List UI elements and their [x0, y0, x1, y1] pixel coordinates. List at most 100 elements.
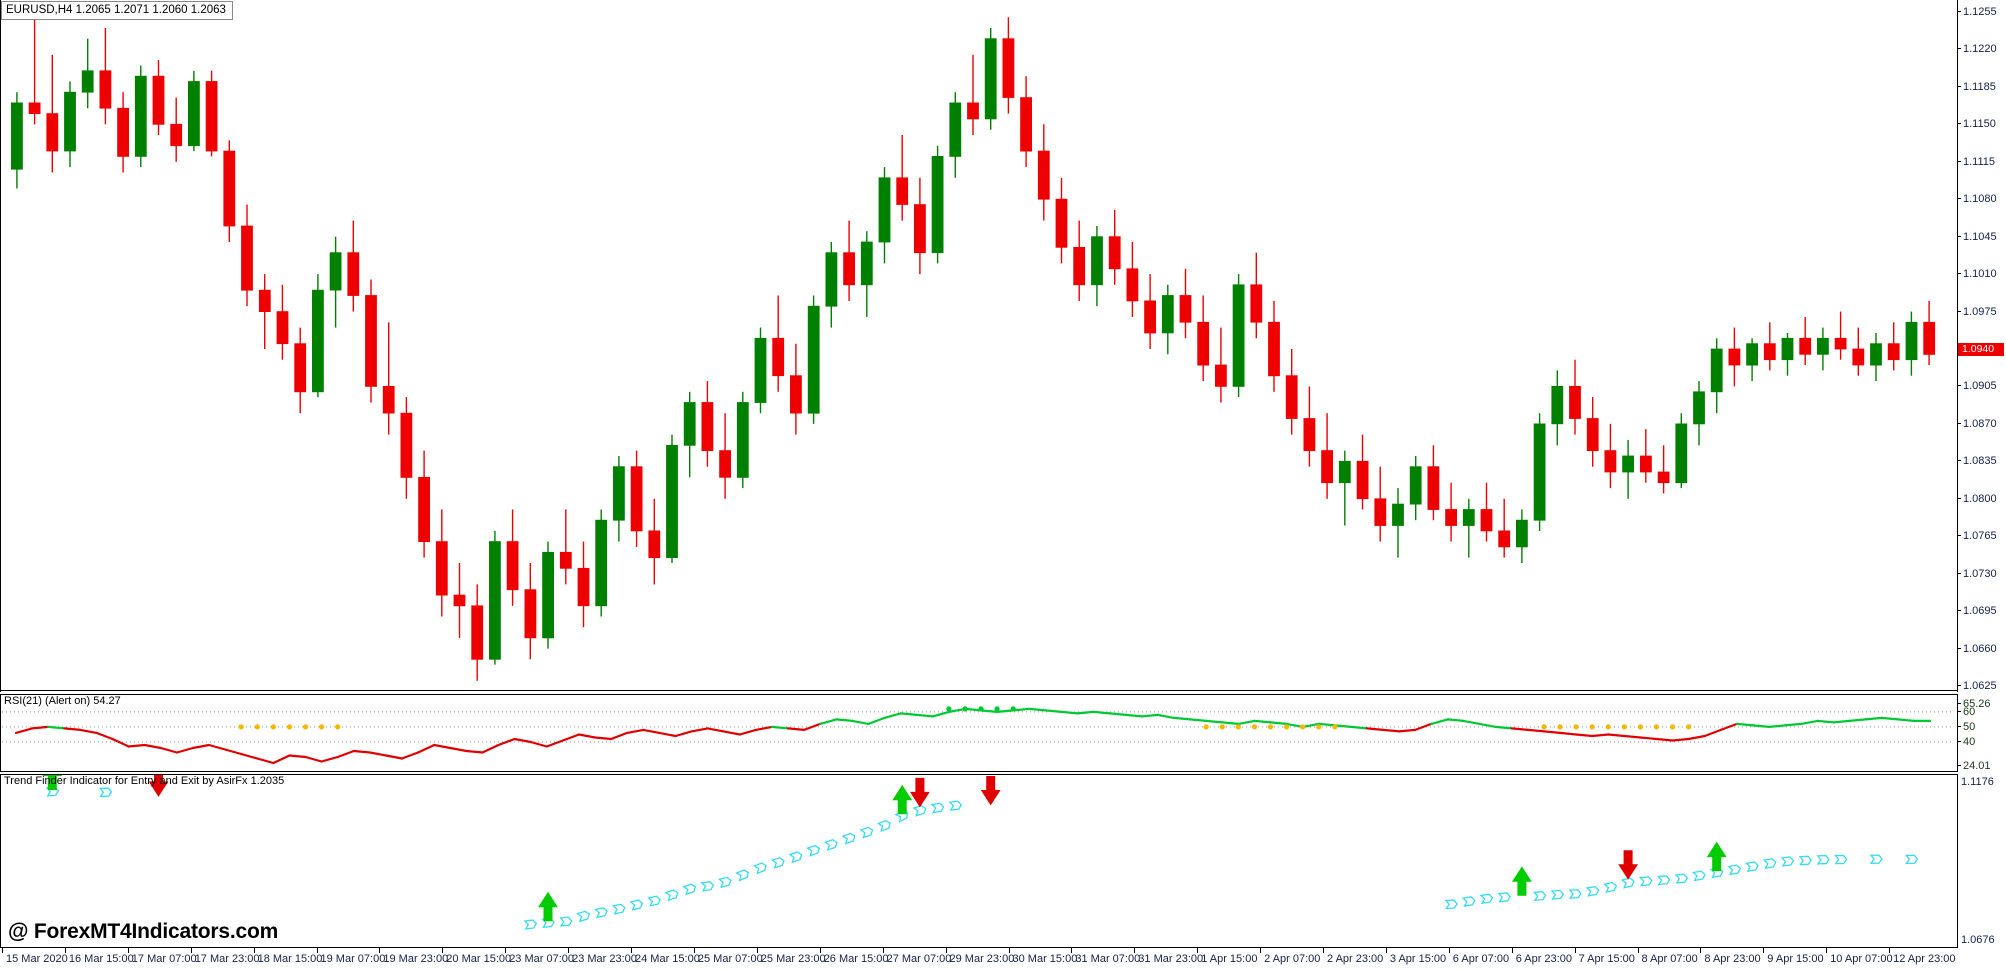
tick-mark	[1957, 725, 1961, 727]
tick-mark	[1957, 647, 1961, 649]
price-tick-label: 1.0800	[1963, 492, 1997, 505]
tf-tick: 1.1176	[1957, 776, 2006, 788]
time-tick-mark	[1700, 948, 1702, 953]
price-tick-label: 1.1115	[1963, 155, 1996, 168]
rsi-tick-label: 50	[1963, 720, 1976, 733]
time-axis-label: 17 Mar 07:00	[131, 953, 197, 965]
tick-mark	[1957, 460, 1961, 462]
time-tick-mark	[693, 948, 695, 953]
price-tick-label: 1.0975	[1963, 305, 1997, 318]
price-tick: 1.0625	[1957, 680, 2006, 692]
price-tick-label: 1.0905	[1963, 380, 1997, 393]
rsi-tick-label: 60	[1963, 705, 1976, 718]
price-tick-label: 1.0730	[1963, 567, 1997, 580]
time-axis-label: 26 Mar 15:00	[823, 953, 889, 965]
time-axis[interactable]: 15 Mar 2020 16 Mar 15:00 17 Mar 07:00 17 Ma…	[0, 948, 2006, 969]
price-tick-label: 1.0765	[1963, 530, 1997, 543]
rsi-tick: 60	[1957, 706, 2006, 718]
tick-mark	[1957, 422, 1961, 424]
time-axis-label: 12 Apr 23:00	[1893, 953, 1956, 965]
price-tick-label: 1.1185	[1963, 80, 1996, 93]
time-axis-label: 6 Apr 23:00	[1515, 953, 1572, 965]
tick-mark	[1957, 765, 1961, 766]
price-tick-label: 1.1045	[1963, 230, 1997, 243]
time-tick-mark	[190, 948, 192, 953]
trend-finder-label: Trend Finder Indicator for Entry and Exi…	[4, 775, 285, 787]
trend-finder-panel[interactable]: Trend Finder Indicator for Entry and Exi…	[0, 774, 2006, 948]
time-tick-mark	[64, 948, 66, 953]
symbol-header-label: EURUSD,H4 1.2065 1.2071 1.2060 1.2063	[1, 1, 233, 20]
price-tick-label: 1.0625	[1963, 680, 1997, 692]
price-tick: 1.1080	[1957, 193, 2006, 205]
price-tick: 1.1255	[1957, 6, 2006, 18]
time-tick-mark	[1763, 948, 1765, 953]
rsi-tick: 50	[1957, 721, 2006, 733]
price-chart-panel[interactable]: EURUSD,H4 1.2065 1.2071 1.2060 1.2063 1.…	[0, 0, 2006, 692]
time-tick-mark	[1071, 948, 1073, 953]
time-tick-mark	[1197, 948, 1199, 953]
time-tick-mark	[505, 948, 507, 953]
tf-tick-label: 1.0676	[1961, 934, 1995, 946]
buy-arrow-icon	[1511, 866, 1532, 896]
price-tick-label: 1.0695	[1963, 605, 1997, 618]
tick-mark	[1957, 497, 1961, 499]
tick-mark	[1957, 703, 1961, 704]
price-tick-label: 1.0870	[1963, 417, 1997, 430]
time-axis-label: 31 Mar 23:00	[1138, 953, 1204, 965]
time-tick-mark	[1323, 948, 1324, 953]
time-tick-mark	[1260, 948, 1262, 953]
price-tick-label: 1.1150	[1963, 118, 1996, 131]
time-axis-label: 25 Mar 07:00	[697, 953, 763, 965]
time-tick-mark	[316, 948, 318, 953]
time-axis-label: 6 Apr 07:00	[1452, 953, 1510, 965]
tick-mark	[1957, 235, 1961, 237]
rsi-tick-label: 65.26	[1963, 698, 1991, 710]
time-tick-mark	[756, 948, 758, 953]
time-axis-label: 2 Apr 07:00	[1264, 953, 1321, 965]
tick-mark	[1957, 572, 1961, 574]
tick-mark	[1957, 11, 1961, 12]
price-tick-label: 1.1080	[1963, 193, 1997, 206]
tf-axis-line	[1957, 774, 1958, 948]
price-tick-label: 1.0660	[1963, 642, 1997, 655]
time-tick-mark	[253, 948, 255, 953]
tick-mark	[1957, 535, 1961, 537]
buy-arrow-icon	[1706, 841, 1727, 872]
price-tick-label: 1.1010	[1963, 268, 1997, 281]
rsi-tick-label: 40	[1963, 736, 1976, 748]
time-axis-label: 8 Apr 07:00	[1641, 953, 1698, 965]
price-tick: 1.0975	[1957, 306, 2006, 318]
rsi-panel[interactable]: RSI(21) (Alert on) 54.27 65.26 60 50 40 24.0…	[0, 694, 2006, 772]
sell-arrow-icon	[148, 774, 169, 797]
time-axis-label: 24 Mar 15:00	[635, 953, 700, 965]
time-axis-label: 16 Mar 15:00	[68, 953, 134, 965]
time-axis-label: 27 Mar 07:00	[886, 953, 952, 965]
price-tick: 1.0695	[1957, 605, 2006, 617]
time-axis-label: 23 Mar 23:00	[572, 953, 637, 965]
time-axis-label: 1 Apr 15:00	[1201, 953, 1258, 965]
buy-arrow-icon	[42, 774, 63, 790]
tick-mark	[1957, 710, 1961, 712]
price-tick-label: 1.1255	[1963, 6, 1997, 18]
time-tick-mark	[882, 948, 884, 953]
time-axis-label: 15 Mar 2020	[6, 953, 68, 965]
rsi-axis-line	[1957, 694, 1958, 772]
price-tick: 1.0870	[1957, 418, 2006, 430]
price-tick: 1.0835	[1957, 455, 2006, 467]
rsi-tick: 65.26	[1957, 698, 2006, 710]
tick-mark	[1957, 385, 1961, 387]
trend-finder-axis[interactable]: 1.1176 1.0676	[1957, 774, 2006, 948]
time-axis-label: 29 Mar 23:00	[949, 953, 1015, 965]
price-axis[interactable]: 1.1255 1.1220 1.1185 1.1150 1.1115 1.1080 1.10…	[1957, 0, 2006, 692]
price-tick-label: 1.1220	[1963, 43, 1997, 56]
tick-mark	[1957, 123, 1961, 125]
buy-arrow-icon	[892, 784, 913, 815]
watermark-label: @ ForexMT4Indicators.com	[8, 920, 279, 943]
time-tick-mark	[1889, 948, 1891, 953]
rsi-axis[interactable]: 65.26 60 50 40 24.01	[1957, 694, 2006, 772]
current-price-marker: 1.0940	[1958, 342, 2004, 356]
tf-tick-label: 1.1176	[1961, 776, 1994, 788]
time-tick-mark	[1448, 948, 1450, 953]
time-tick-mark	[1826, 948, 1828, 953]
